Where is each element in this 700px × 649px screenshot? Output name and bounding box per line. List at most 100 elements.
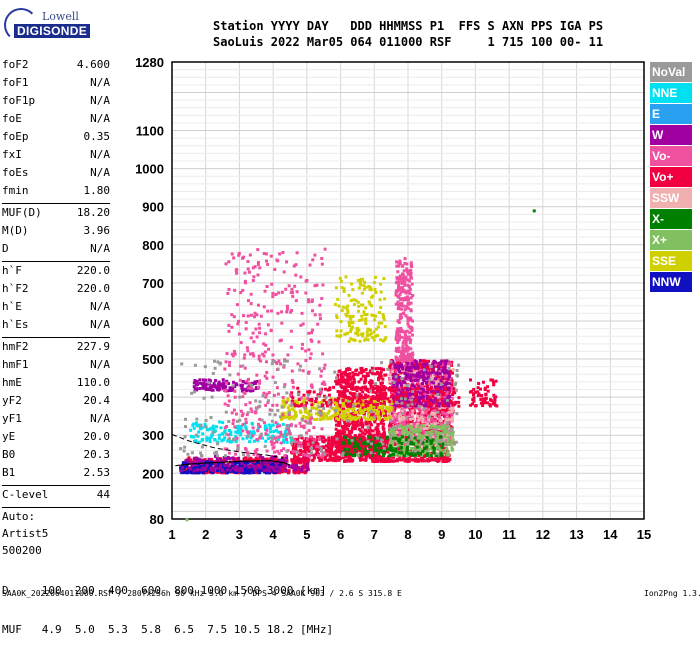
data-point (229, 469, 232, 472)
data-point (431, 430, 434, 433)
data-point (207, 458, 210, 461)
data-point (416, 446, 419, 449)
data-point (401, 426, 404, 429)
data-point (324, 457, 327, 460)
data-point (417, 425, 420, 428)
y-tick-label: 500 (142, 352, 164, 367)
data-point (408, 394, 411, 397)
data-point (287, 470, 290, 473)
data-point (221, 432, 224, 435)
data-point (417, 419, 420, 422)
data-point (392, 460, 395, 463)
data-point (328, 449, 331, 452)
data-point (407, 368, 410, 371)
data-point (430, 454, 433, 457)
data-point (396, 444, 399, 447)
data-point (448, 411, 451, 414)
data-point (447, 377, 450, 380)
data-point (370, 423, 373, 426)
data-point (274, 469, 277, 472)
y-tick-label: 80 (150, 512, 164, 527)
data-point (367, 395, 370, 398)
data-point (342, 430, 345, 433)
data-point (339, 415, 342, 418)
data-point (286, 441, 289, 444)
data-point (406, 362, 409, 365)
data-point (335, 424, 338, 427)
data-point (427, 408, 430, 411)
data-point (448, 382, 451, 385)
data-point (319, 417, 322, 420)
data-point (377, 423, 380, 426)
data-point (452, 368, 455, 371)
data-point (433, 360, 436, 363)
x-tick-label: 6 (337, 527, 344, 542)
data-point (359, 438, 362, 441)
data-point (243, 464, 246, 467)
data-point (343, 426, 346, 429)
data-point (382, 405, 385, 408)
data-point (421, 425, 424, 428)
data-point (382, 368, 385, 371)
data-point (350, 459, 353, 462)
data-point (198, 458, 201, 461)
data-point (396, 459, 399, 462)
data-point (193, 457, 196, 460)
data-point (370, 416, 373, 419)
data-point (403, 454, 406, 457)
data-point (371, 381, 374, 384)
data-point (322, 446, 325, 449)
y-tick-label: 800 (142, 238, 164, 253)
data-point (422, 388, 425, 391)
data-point (219, 464, 222, 467)
data-point (400, 451, 403, 454)
data-point (389, 373, 392, 376)
data-point (181, 466, 184, 469)
data-point (343, 381, 346, 384)
data-point (276, 465, 279, 468)
data-point (434, 377, 437, 380)
data-point (447, 405, 450, 408)
data-point (374, 449, 377, 452)
data-point (347, 379, 350, 382)
data-point (411, 454, 414, 457)
data-point (379, 406, 382, 409)
data-point (408, 376, 411, 379)
data-point (408, 366, 411, 369)
data-point (379, 449, 382, 452)
data-point (440, 453, 443, 456)
data-point (287, 406, 290, 409)
data-point (241, 468, 244, 471)
data-point (382, 412, 385, 415)
data-point (376, 427, 379, 430)
data-point (443, 424, 446, 427)
y-tick-label: 700 (142, 276, 164, 291)
data-point (427, 360, 430, 363)
data-point (433, 412, 436, 415)
data-point (439, 419, 442, 422)
data-point (361, 403, 364, 406)
data-point (226, 464, 229, 467)
data-point (437, 431, 440, 434)
data-point (257, 470, 260, 473)
data-point (348, 430, 351, 433)
data-point (301, 466, 304, 469)
data-point (368, 445, 371, 448)
data-point (193, 469, 196, 472)
data-point (340, 445, 343, 448)
data-point (179, 469, 182, 472)
data-point (394, 450, 397, 453)
data-point (229, 457, 232, 460)
data-point (449, 362, 452, 365)
data-point (432, 370, 435, 373)
data-point (292, 417, 295, 420)
x-tick-label: 12 (536, 527, 550, 542)
data-point (403, 372, 406, 375)
data-point (366, 372, 369, 375)
data-point (331, 457, 334, 460)
data-point (451, 416, 454, 419)
data-point (382, 432, 385, 435)
data-point (265, 464, 268, 467)
data-point (360, 378, 363, 381)
